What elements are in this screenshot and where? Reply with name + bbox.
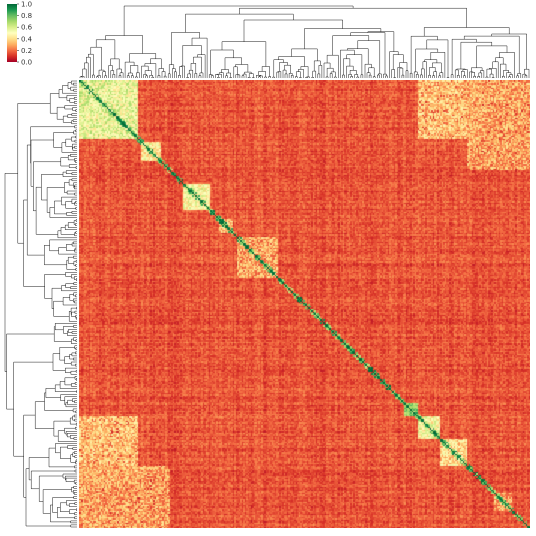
colorbar-tick-label: 1.0 <box>21 1 32 9</box>
heatmap-container <box>79 80 530 528</box>
colorbar-tick-label: 0.2 <box>21 47 32 55</box>
heatmap-canvas <box>79 80 530 528</box>
heatmap-area <box>79 80 530 528</box>
colorbar-tick-label: 0.0 <box>21 59 32 67</box>
top-dendrogram-branches <box>79 5 530 78</box>
left-dendrogram-branches <box>4 80 77 528</box>
top-dendrogram <box>79 5 530 78</box>
colorbar-tick-label: 0.4 <box>21 35 33 43</box>
left-dendrogram <box>4 80 77 528</box>
colorbar-gradient <box>7 4 17 62</box>
colorbar: 1.0 0.8 0.6 0.4 0.2 0.0 <box>7 1 33 67</box>
colorbar-ticks: 1.0 0.8 0.6 0.4 0.2 0.0 <box>17 1 33 67</box>
colorbar-tick-label: 0.6 <box>21 24 33 32</box>
colorbar-tick-label: 0.8 <box>21 12 32 20</box>
